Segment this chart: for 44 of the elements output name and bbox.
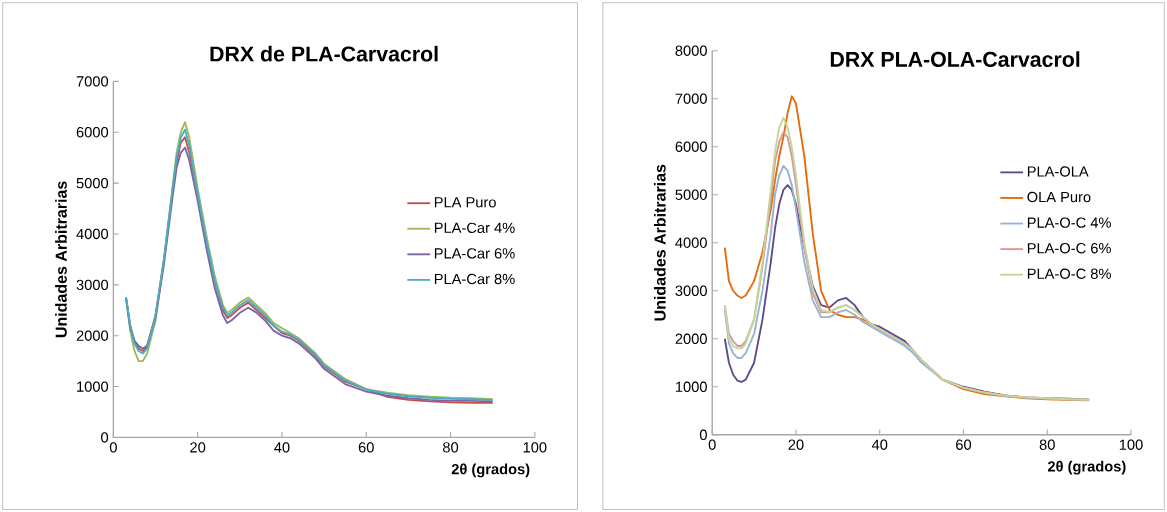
- y-tick-label: 7000: [76, 76, 109, 87]
- y-tick-label: 5000: [76, 177, 109, 189]
- y-tick-label: 4000: [76, 228, 109, 240]
- x-tick-label: 80: [1039, 439, 1055, 450]
- y-tick-label: 6000: [76, 126, 109, 138]
- legend-label: PLA-Car 6%: [434, 248, 515, 259]
- y-tick-label: 6000: [675, 141, 707, 152]
- x-tick-label: 40: [871, 439, 888, 450]
- x-tick-label: 100: [1119, 439, 1143, 450]
- y-tick-label: 5000: [675, 189, 707, 200]
- legend-label: PLA-OLA: [1027, 166, 1089, 177]
- chart-title: DRX de PLA-Carvacrol: [210, 45, 438, 62]
- y-tick-label: 7000: [675, 93, 707, 104]
- x-tick-label: 80: [443, 442, 459, 453]
- x-tick-label: 60: [956, 439, 972, 450]
- y-axis-title: Unidades Arbitrarias: [55, 181, 67, 338]
- legend-label: OLA Puro: [1027, 191, 1091, 203]
- x-axis-title: 2θ (grados): [1047, 460, 1126, 475]
- x-tick-label: 20: [788, 439, 804, 450]
- x-tick-label: 0: [708, 439, 716, 450]
- x-axis-title: 2θ (grados): [451, 463, 530, 478]
- y-tick-label: 3000: [76, 279, 109, 290]
- y-tick-label: 2000: [675, 333, 707, 344]
- legend-label: PLA Puro: [434, 197, 496, 208]
- legend-label: PLA-O-C 6%: [1027, 242, 1111, 254]
- y-axis-title: Unidades Arbitrarias: [653, 164, 666, 321]
- y-tick-label: 1000: [675, 381, 707, 392]
- y-tick-label: 4000: [675, 237, 707, 248]
- legend-label: PLA-Car 4%: [434, 222, 515, 233]
- x-tick-label: 100: [523, 442, 547, 453]
- y-tick-label: 0: [699, 429, 707, 440]
- y-tick-label: 1000: [77, 381, 109, 392]
- y-tick-label: 3000: [675, 285, 707, 296]
- x-tick-label: 60: [358, 442, 374, 453]
- x-tick-label: 0: [109, 442, 117, 453]
- x-tick-label: 20: [190, 442, 206, 453]
- y-tick-label: 8000: [675, 45, 707, 56]
- x-tick-label: 40: [274, 442, 290, 453]
- legend-label: PLA-O-C 4%: [1027, 217, 1111, 228]
- y-tick-label: 0: [101, 432, 109, 443]
- legend-label: PLA-Car 8%: [434, 273, 515, 285]
- legend-label: PLA-O-C 8%: [1027, 268, 1111, 279]
- y-tick-label: 2000: [76, 330, 109, 341]
- chart-title: DRX PLA-OLA-Carvacrol: [830, 51, 1080, 67]
